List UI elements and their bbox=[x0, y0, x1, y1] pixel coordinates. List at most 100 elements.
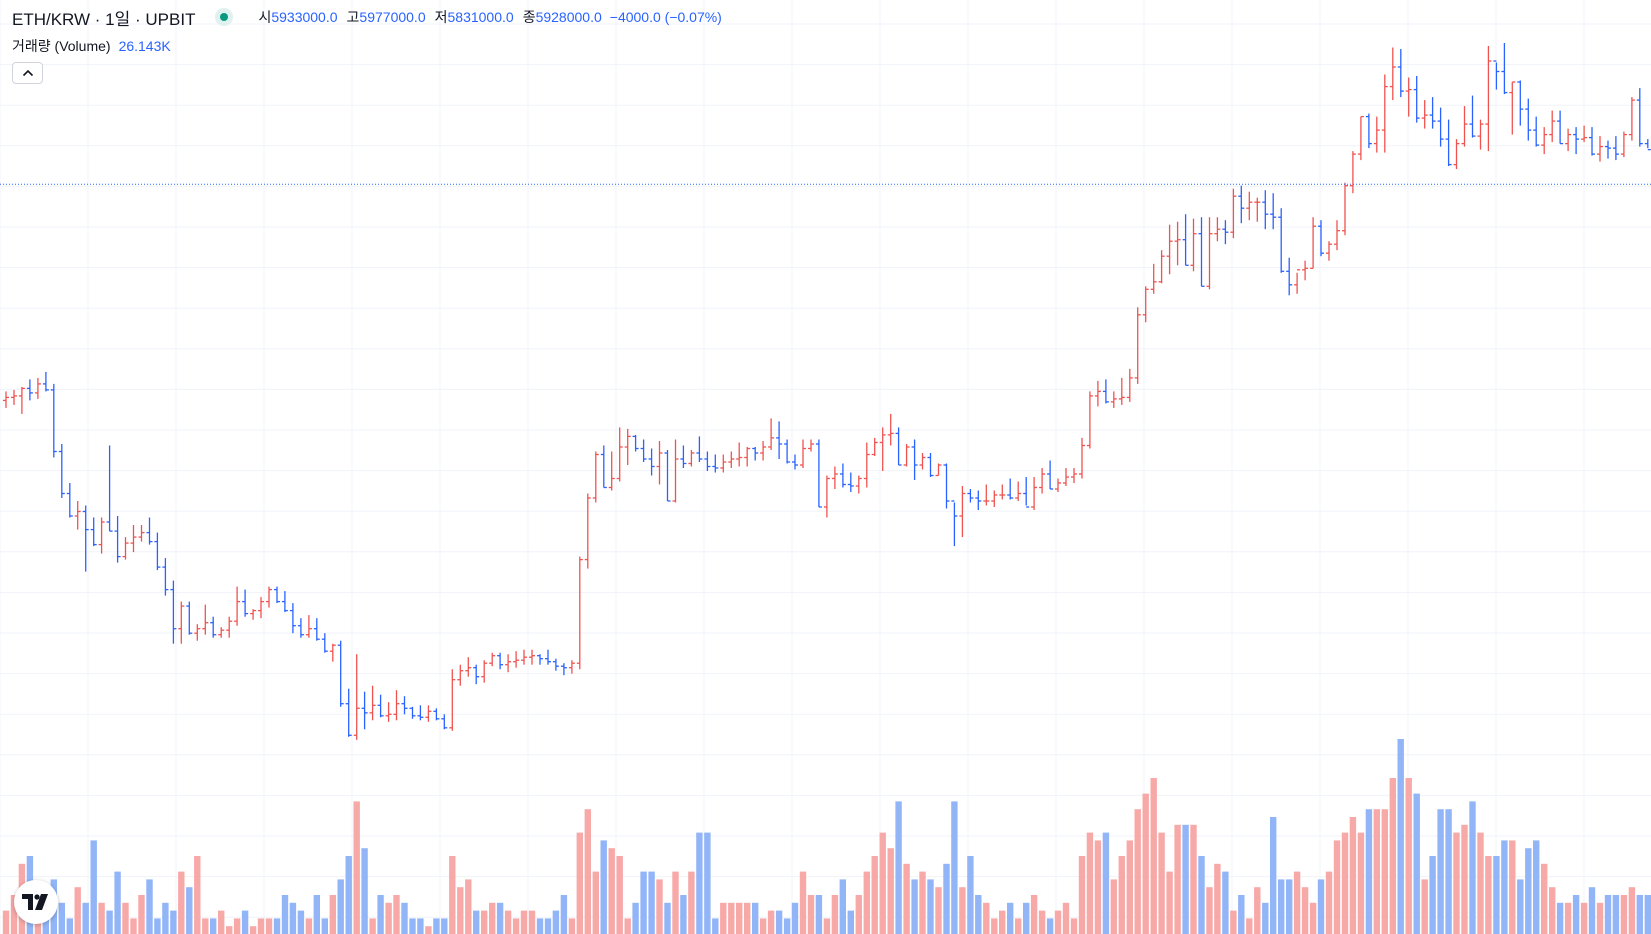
ohlc-bar bbox=[1094, 380, 1101, 407]
volume-bar bbox=[401, 902, 408, 934]
volume-bar bbox=[1062, 902, 1070, 934]
ohlc-bar bbox=[1573, 127, 1580, 155]
volume-bar bbox=[1628, 887, 1636, 934]
ohlc-bar bbox=[457, 664, 464, 686]
ohlc-bar bbox=[1620, 131, 1627, 158]
ohlc-bar bbox=[927, 453, 934, 477]
ohlc-bar bbox=[1349, 151, 1356, 194]
ohlc-bar bbox=[1461, 106, 1468, 147]
ohlc-bar bbox=[1605, 140, 1611, 159]
volume-bar bbox=[425, 926, 432, 934]
volume-bar bbox=[871, 856, 878, 934]
volume-bar bbox=[1102, 832, 1110, 934]
volume-bar bbox=[82, 902, 89, 934]
ohlc-bar bbox=[680, 445, 687, 468]
volume-bar bbox=[807, 895, 815, 934]
tradingview-logo[interactable] bbox=[14, 880, 58, 924]
volume-legend[interactable]: 거래량 (Volume) 26.143K bbox=[12, 36, 171, 56]
ohlc-bar bbox=[800, 439, 806, 468]
ohlc-bar bbox=[226, 616, 233, 638]
volume-bar bbox=[783, 918, 791, 934]
volume-bar bbox=[98, 902, 105, 934]
ohlc-bar bbox=[1254, 197, 1261, 222]
ohlc-bar bbox=[1214, 217, 1221, 242]
ohlc-bar bbox=[1557, 110, 1564, 145]
ohlc-bar bbox=[584, 493, 591, 569]
ohlc-bar bbox=[624, 428, 631, 465]
ohlc-bar bbox=[114, 516, 121, 563]
ohlc-bar bbox=[1397, 49, 1404, 98]
ohlc-bar bbox=[218, 627, 225, 638]
symbol-title[interactable]: ETH/KRW · 1일 · UPBIT bbox=[12, 9, 196, 29]
ohlc-bar bbox=[815, 439, 822, 508]
ohlc-bar bbox=[369, 685, 376, 721]
volume-bar bbox=[975, 895, 982, 934]
volume-bar bbox=[473, 910, 480, 934]
ohlc-bar bbox=[1453, 139, 1460, 170]
volume-bar bbox=[441, 918, 448, 934]
ohlc-bar bbox=[473, 664, 480, 685]
ohlc-bar bbox=[1533, 116, 1540, 147]
volume-bar bbox=[273, 918, 281, 934]
volume-bar bbox=[839, 879, 846, 934]
volume-bar bbox=[863, 871, 870, 934]
volume-bar bbox=[289, 902, 297, 934]
ohlc-bar bbox=[1636, 88, 1643, 147]
volume-bar bbox=[1580, 902, 1588, 934]
ohlc-bar bbox=[1182, 214, 1189, 266]
volume-bar bbox=[728, 902, 735, 934]
ohlc-bar bbox=[839, 463, 846, 488]
ohlc-bar bbox=[1549, 110, 1556, 143]
volume-bar bbox=[496, 902, 504, 934]
volume-bar bbox=[249, 926, 257, 934]
volume-bars bbox=[2, 739, 1651, 934]
volume-bar bbox=[369, 918, 376, 934]
ohlc-bar bbox=[999, 484, 1006, 500]
volume-bar bbox=[999, 910, 1006, 934]
ohlc-bar bbox=[1541, 127, 1548, 155]
volume-bar bbox=[138, 895, 145, 934]
ohlc-bar bbox=[409, 706, 416, 719]
collapse-legend-button[interactable] bbox=[12, 62, 43, 84]
ohlc-bar bbox=[1118, 377, 1125, 405]
volume-bar bbox=[576, 832, 583, 934]
volume-bar bbox=[935, 887, 942, 934]
volume-bar bbox=[281, 895, 289, 934]
close-value: 5928000.0 bbox=[535, 9, 602, 25]
ohlc-bar bbox=[1493, 60, 1500, 90]
open-label: 시 bbox=[258, 9, 272, 25]
market-status-icon[interactable] bbox=[215, 8, 234, 26]
ohlc-bar bbox=[1589, 127, 1595, 156]
ohlc-bar bbox=[919, 453, 926, 470]
ohlc-bar bbox=[537, 654, 543, 665]
ohlc-bar bbox=[210, 616, 217, 638]
volume-bar bbox=[1405, 778, 1412, 934]
volume-bar bbox=[1054, 910, 1062, 934]
ohlc-bar bbox=[329, 643, 336, 662]
ohlc-bar bbox=[90, 517, 97, 547]
ohlc-bar bbox=[823, 475, 830, 518]
ohlc-bar bbox=[895, 427, 902, 466]
volume-bar bbox=[1644, 895, 1651, 934]
volume-bar bbox=[329, 895, 336, 934]
ohlc-bar bbox=[592, 451, 599, 503]
ohlc-bar bbox=[1581, 125, 1588, 143]
volume-bar bbox=[1094, 840, 1102, 934]
volume-bar bbox=[34, 918, 42, 934]
ohlc-bar bbox=[1597, 136, 1603, 162]
volume-bar bbox=[720, 902, 727, 934]
volume-bar bbox=[815, 895, 823, 934]
volume-bar bbox=[520, 910, 528, 934]
volume-bar bbox=[1620, 895, 1628, 934]
ohlc-bar bbox=[871, 437, 878, 456]
low-label: 저 bbox=[434, 9, 448, 25]
ohlc-bar bbox=[266, 586, 272, 608]
volume-bar bbox=[528, 910, 536, 934]
volume-bar bbox=[1477, 832, 1484, 934]
volume-bar bbox=[1246, 918, 1253, 934]
volume-bar bbox=[943, 863, 950, 934]
ohlc-bar bbox=[616, 427, 623, 482]
ohlc-bar bbox=[1501, 43, 1508, 95]
ohlc-bar bbox=[170, 580, 177, 644]
